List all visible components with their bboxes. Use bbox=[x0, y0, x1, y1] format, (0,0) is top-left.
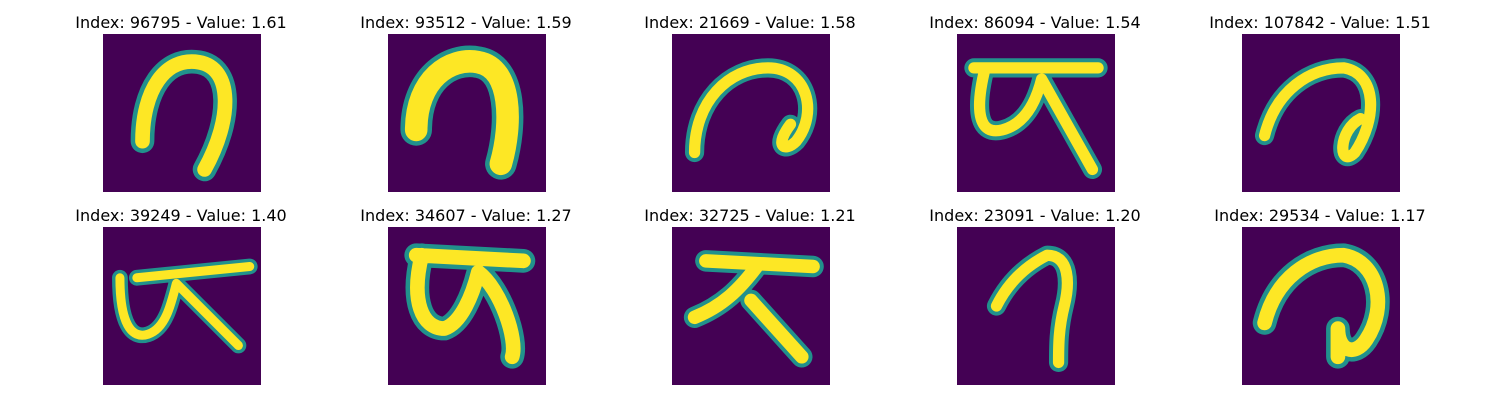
panel-3: Index: 21669 - Value: 1.58 bbox=[620, 12, 880, 192]
panel-5-image bbox=[1242, 34, 1400, 192]
panel-5-title: Index: 107842 - Value: 1.51 bbox=[1209, 13, 1431, 32]
panel-4-image bbox=[957, 34, 1115, 192]
panel-3-image bbox=[672, 34, 830, 192]
panel-7-title: Index: 34607 - Value: 1.27 bbox=[360, 206, 572, 225]
panel-7: Index: 34607 - Value: 1.27 bbox=[336, 205, 596, 385]
panel-6-image bbox=[103, 227, 261, 385]
panel-10-image bbox=[1242, 227, 1400, 385]
panel-9-image bbox=[957, 227, 1115, 385]
panel-5: Index: 107842 - Value: 1.51 bbox=[1190, 12, 1450, 192]
panel-10: Index: 29534 - Value: 1.17 bbox=[1190, 205, 1450, 385]
panel-9: Index: 23091 - Value: 1.20 bbox=[905, 205, 1165, 385]
panel-6-title: Index: 39249 - Value: 1.40 bbox=[75, 206, 287, 225]
panel-7-image bbox=[388, 227, 546, 385]
panel-2-title: Index: 93512 - Value: 1.59 bbox=[360, 13, 572, 32]
panel-1-title: Index: 96795 - Value: 1.61 bbox=[75, 13, 287, 32]
panel-8: Index: 32725 - Value: 1.21 bbox=[620, 205, 880, 385]
panel-4: Index: 86094 - Value: 1.54 bbox=[905, 12, 1165, 192]
panel-8-image bbox=[672, 227, 830, 385]
panel-6: Index: 39249 - Value: 1.40 bbox=[51, 205, 311, 385]
panel-2: Index: 93512 - Value: 1.59 bbox=[336, 12, 596, 192]
panel-1: Index: 96795 - Value: 1.61 bbox=[51, 12, 311, 192]
panel-3-title: Index: 21669 - Value: 1.58 bbox=[644, 13, 856, 32]
panel-1-image bbox=[103, 34, 261, 192]
panel-8-title: Index: 32725 - Value: 1.21 bbox=[644, 206, 856, 225]
panel-10-title: Index: 29534 - Value: 1.17 bbox=[1214, 206, 1426, 225]
panel-9-title: Index: 23091 - Value: 1.20 bbox=[929, 206, 1141, 225]
panel-4-title: Index: 86094 - Value: 1.54 bbox=[929, 13, 1141, 32]
panel-2-image bbox=[388, 34, 546, 192]
